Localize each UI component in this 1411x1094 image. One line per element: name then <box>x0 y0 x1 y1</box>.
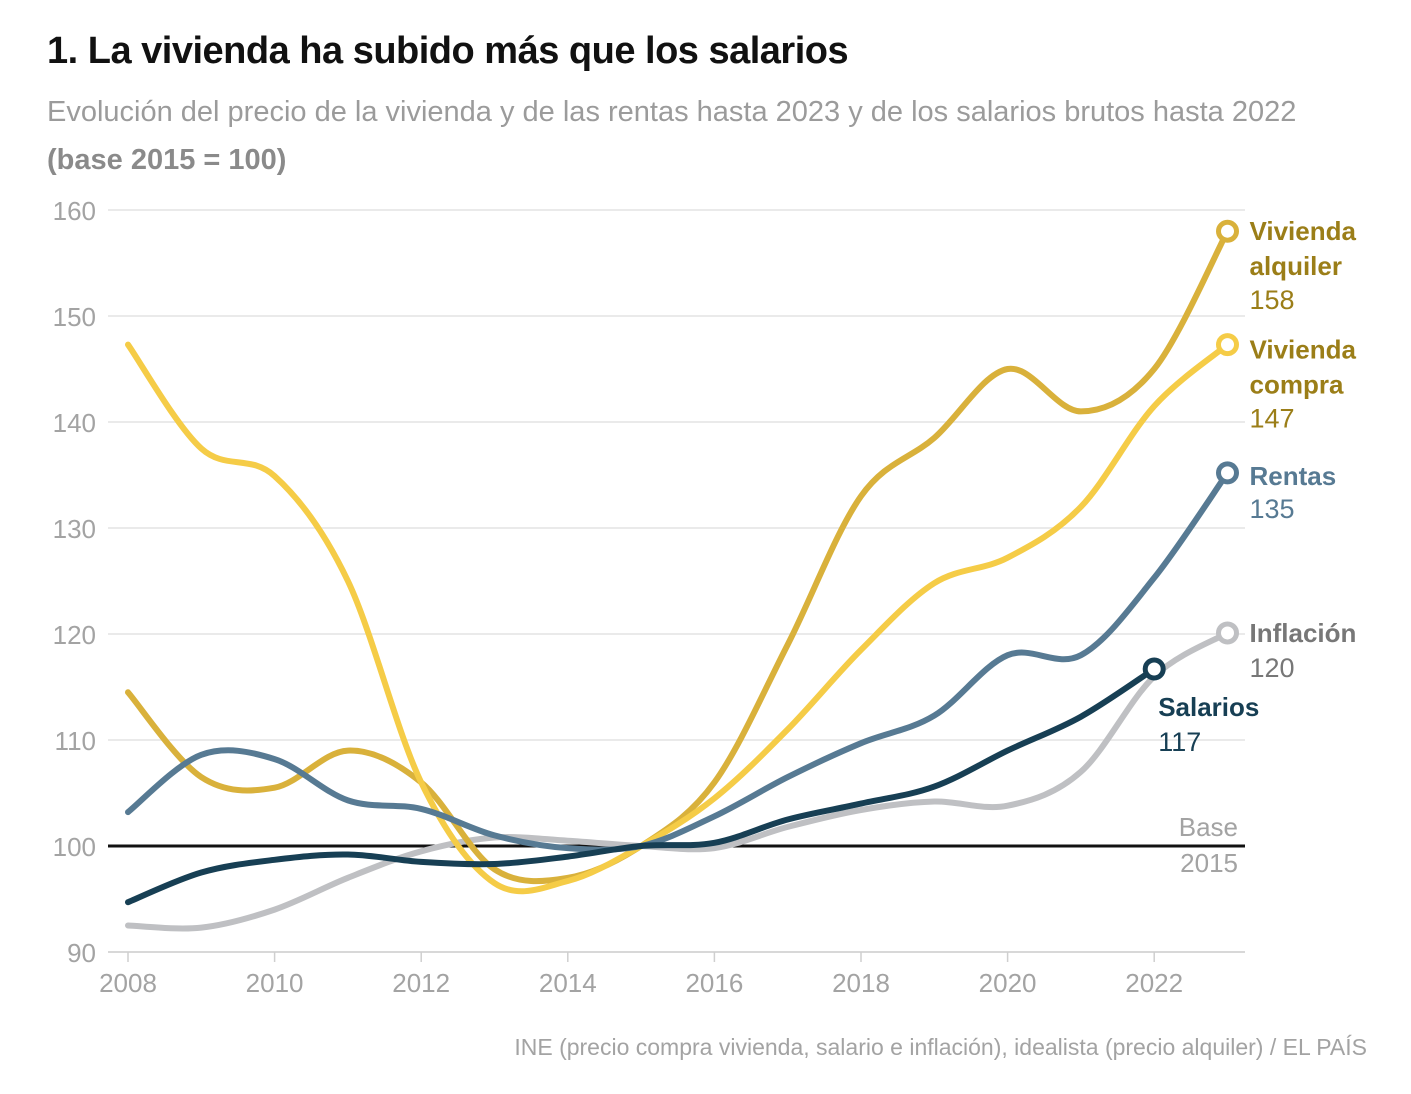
series-label: Inflación <box>1250 618 1357 648</box>
x-tick-label: 2012 <box>392 968 450 998</box>
chart-subtitle: Evolución del precio de la vivienda y de… <box>47 88 1377 184</box>
series-end-value: 120 <box>1250 653 1295 683</box>
series-line <box>125 228 1231 885</box>
y-axis-ticks: 90 100 110 120 130 140 150 160 <box>53 196 96 968</box>
series-line <box>125 469 1231 853</box>
source-note: INE (precio compra vivienda, salario e i… <box>514 1034 1367 1060</box>
y-tick-label: 110 <box>55 726 96 756</box>
series-end-marker <box>1216 621 1239 645</box>
series-label: alquiler <box>1250 251 1342 281</box>
series-end-value: 147 <box>1250 404 1295 434</box>
series-end-marker <box>1216 461 1239 485</box>
series-label: Vivienda <box>1250 335 1357 365</box>
grid-lines <box>108 209 1245 953</box>
series-end-marker <box>1216 333 1239 357</box>
x-tick-label: 2020 <box>979 968 1037 998</box>
chart-title: 1. La vivienda ha subido más que los sal… <box>47 30 849 72</box>
x-tick-label: 2008 <box>99 968 157 998</box>
x-tick-label: 2022 <box>1125 968 1183 998</box>
y-tick-label: 90 <box>67 938 96 968</box>
baseline-label-year: 2015 <box>1180 848 1238 878</box>
y-tick-label: 100 <box>53 832 96 862</box>
y-tick-label: 150 <box>53 302 96 332</box>
subtitle-base-note: (base 2015 = 100) <box>47 144 287 176</box>
series-labels: Inflación 120 Vivienda alquiler 158 Vivienda c… <box>1158 216 1356 757</box>
series-end-value: 135 <box>1250 494 1295 524</box>
series-label: Vivienda <box>1250 216 1357 246</box>
series-line <box>125 341 1231 895</box>
series-end-value: 158 <box>1250 285 1295 315</box>
series-lines <box>125 219 1239 932</box>
y-tick-label: 160 <box>53 196 96 226</box>
x-axis-ticks: 2008 2010 2012 2014 2016 2018 2020 2022 <box>99 952 1183 998</box>
series-label: compra <box>1250 370 1344 400</box>
series-end-marker <box>1142 657 1166 681</box>
series-line <box>125 629 1231 932</box>
subtitle-text: Evolución del precio de la vivienda y de… <box>47 96 1297 128</box>
x-tick-label: 2010 <box>246 968 304 998</box>
series-end-value: 117 <box>1158 727 1201 757</box>
series-line <box>125 666 1158 906</box>
x-tick-label: 2018 <box>832 968 890 998</box>
y-tick-label: 130 <box>53 514 96 544</box>
y-tick-label: 120 <box>53 620 96 650</box>
x-tick-label: 2014 <box>539 968 597 998</box>
baseline-label-base: Base <box>1179 812 1238 842</box>
x-tick-label: 2016 <box>685 968 743 998</box>
series-label: Salarios <box>1158 692 1259 722</box>
series-label: Rentas <box>1250 461 1337 491</box>
y-tick-label: 140 <box>53 408 96 438</box>
series-end-marker <box>1216 219 1239 243</box>
